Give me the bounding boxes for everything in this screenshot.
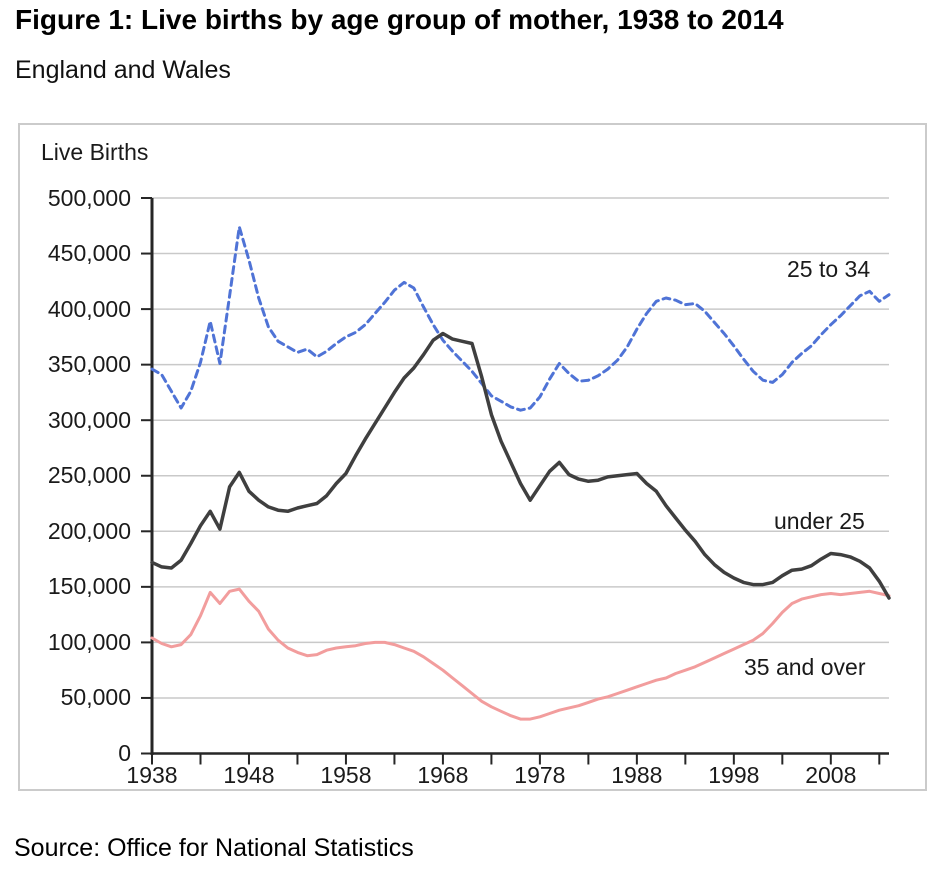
y-tick-label: 100,000	[47, 628, 131, 655]
y-tick-label: 450,000	[47, 240, 131, 267]
y-tick-label: 200,000	[47, 517, 131, 544]
x-tick-label: 1938	[126, 762, 178, 788]
x-tick-label: 2008	[805, 762, 857, 788]
y-tick-label: 0	[118, 740, 131, 766]
source-line: Source: Office for National Statistics	[14, 834, 414, 862]
y-tick-label: 400,000	[47, 295, 131, 322]
y-tick-label: 300,000	[47, 406, 131, 433]
x-tick-label: 1998	[708, 762, 760, 788]
y-tick-label: 150,000	[47, 573, 131, 600]
y-tick-label: 50,000	[60, 684, 131, 711]
series-label-under-25: under 25	[774, 508, 865, 534]
series-label-35-and-over: 35 and over	[744, 654, 866, 680]
y-axis-title: Live Births	[41, 139, 149, 165]
x-tick-label: 1948	[223, 762, 275, 788]
figure-title: Figure 1: Live births by age group of mo…	[15, 4, 784, 35]
y-tick-label: 350,000	[47, 351, 131, 378]
x-tick-label: 1978	[514, 762, 566, 788]
x-tick-label: 1958	[320, 762, 372, 788]
x-tick-label: 1988	[611, 762, 663, 788]
chart-panel	[18, 123, 927, 791]
figure-subtitle: England and Wales	[15, 56, 231, 84]
series-label-25-to-34: 25 to 34	[787, 256, 871, 282]
y-tick-label: 500,000	[47, 184, 131, 211]
x-tick-label: 1968	[417, 762, 469, 788]
y-tick-label: 250,000	[47, 462, 131, 489]
